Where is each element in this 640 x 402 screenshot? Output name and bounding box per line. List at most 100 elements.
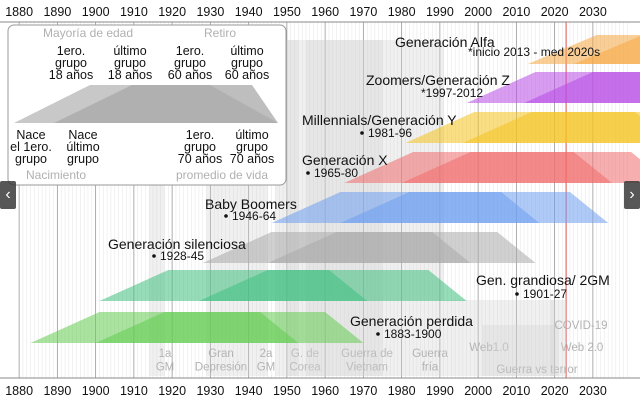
event-label: Guerra fría [412, 348, 448, 374]
tick-label: 1910 [120, 384, 148, 398]
generation-label: Zoomers/Generación Z [366, 72, 510, 88]
chevron-left-icon: ‹ [5, 186, 11, 203]
event-band [286, 40, 299, 376]
legend-top-label: último grupo 60 años [225, 44, 269, 82]
tick-label: 1960 [311, 384, 339, 398]
generation-band [527, 35, 640, 64]
tick-label: 2000 [464, 5, 492, 19]
tick-label: 1890 [43, 384, 71, 398]
legend-caption-left: Nacimiento [26, 168, 86, 182]
generation-bands: Generación Alfa*inicio 2013 - med 2020s Z… [30, 34, 640, 343]
tick-label: 1950 [273, 5, 301, 19]
axis-bottom: 1880 1890 1900 1910 1920 1930 1940 1950 1960 1970… [0, 377, 640, 398]
generation-band [405, 112, 640, 143]
chevron-right-icon: › [629, 186, 635, 203]
tick-label: 2020 [541, 384, 569, 398]
generation-band [344, 152, 640, 183]
event-band [481, 325, 559, 376]
tick-label: 2030 [579, 5, 607, 19]
generation-years: *1997-2012 [421, 86, 483, 100]
generation-label: Millennials/Generación Y [302, 112, 457, 128]
legend-top-label: 1ero. grupo 60 años [168, 44, 212, 82]
event-label: Web 2.0 [561, 342, 604, 354]
legend-bottom-label: Nace el 1ero. grupo [10, 128, 52, 166]
generation-band-last-cohort [198, 270, 467, 301]
tick-label: 1880 [5, 384, 33, 398]
legend-title-right: Retiro [204, 26, 236, 40]
generation-band-last-cohort [340, 192, 609, 223]
generation-band-last-cohort [524, 72, 640, 103]
tick-label: 1930 [196, 5, 224, 19]
prev-arrow-button[interactable]: ‹ [0, 181, 16, 209]
generation-label: Generación silenciosa [108, 236, 246, 252]
tick-label: 1910 [120, 5, 148, 19]
event-label: COVID-19 [554, 320, 607, 332]
bullet [376, 332, 380, 336]
legend-title-left: Mayoría de edad [43, 26, 133, 40]
bullet [224, 214, 228, 218]
event-label: 2a GM [257, 348, 276, 374]
tick-label: 2030 [579, 384, 607, 398]
tick-label: 1990 [426, 5, 454, 19]
generation-band-last-cohort [462, 112, 640, 143]
legend-box: Mayoría de edad Retiro Nacimiento promedio … [7, 24, 287, 186]
bullet [306, 171, 310, 175]
tick-label: 1980 [388, 5, 416, 19]
event-label: Web1.0 [469, 342, 508, 354]
generation-years: 1946-64 [232, 209, 276, 223]
generation-label: Generación X [302, 152, 388, 168]
tick-label: 1920 [158, 384, 186, 398]
tick-label: 1960 [311, 5, 339, 19]
generation-years: 1965-80 [314, 166, 358, 180]
generation-label: Generación perdida [350, 313, 473, 329]
next-arrow-button[interactable]: › [624, 181, 640, 209]
event-label: G. de Corea [289, 348, 321, 374]
event-label: 1a GM [156, 348, 175, 374]
event-band [443, 300, 494, 376]
legend-bottom-label: Nace último grupo [66, 128, 99, 166]
generation-years: *inicio 2013 - med 2020s [468, 45, 600, 59]
generation-band-last-cohort [267, 232, 536, 263]
generation-years: 1883-1900 [384, 327, 442, 341]
tick-label: 1900 [82, 5, 110, 19]
generation-label: Baby Boomers [205, 196, 297, 212]
generation-label: Gen. grandiosa/ 2GM [476, 272, 610, 288]
tick-label: 2020 [541, 5, 569, 19]
tick-label: 1970 [349, 384, 377, 398]
legend-bottom-label: último grupo 70 años [230, 128, 274, 166]
tick-label: 1980 [388, 384, 416, 398]
tick-label: 1930 [196, 384, 224, 398]
axis-top: 1880 1890 1900 1910 1920 1930 1940 1950 1960 1970… [0, 5, 640, 23]
event-label: Gran Depresión [195, 348, 247, 374]
generation-band [202, 232, 536, 263]
bullet [152, 254, 156, 258]
tick-label: 1950 [273, 384, 301, 398]
tick-label: 1890 [43, 5, 71, 19]
generation-band-last-cohort [401, 152, 640, 183]
generation-band [466, 72, 640, 103]
tick-label: 2000 [464, 384, 492, 398]
tick-label: 1940 [235, 5, 263, 19]
generation-years: 1928-45 [160, 249, 204, 263]
tick-label: 1990 [426, 384, 454, 398]
tick-label: 1900 [82, 384, 110, 398]
tick-label: 1920 [158, 5, 186, 19]
legend-bottom-label: 1ero. grupo 70 años [178, 128, 222, 166]
bullet [360, 131, 364, 135]
legend-top-label: 1ero. grupo 18 años [49, 44, 93, 82]
generation-band [99, 270, 467, 301]
tick-label: 1880 [5, 5, 33, 19]
generation-band-last-cohort [573, 36, 640, 64]
event-band [550, 300, 567, 376]
event-label: Guerra vs terror [496, 364, 577, 376]
generation-band [30, 312, 364, 343]
tick-label: 2010 [502, 384, 530, 398]
event-band [493, 300, 555, 376]
generation-years: 1981-96 [368, 126, 412, 140]
tick-label: 2010 [502, 5, 530, 19]
generation-band [271, 192, 609, 223]
bullet [515, 292, 519, 296]
legend-caption-right: promedio de vida [176, 168, 268, 182]
